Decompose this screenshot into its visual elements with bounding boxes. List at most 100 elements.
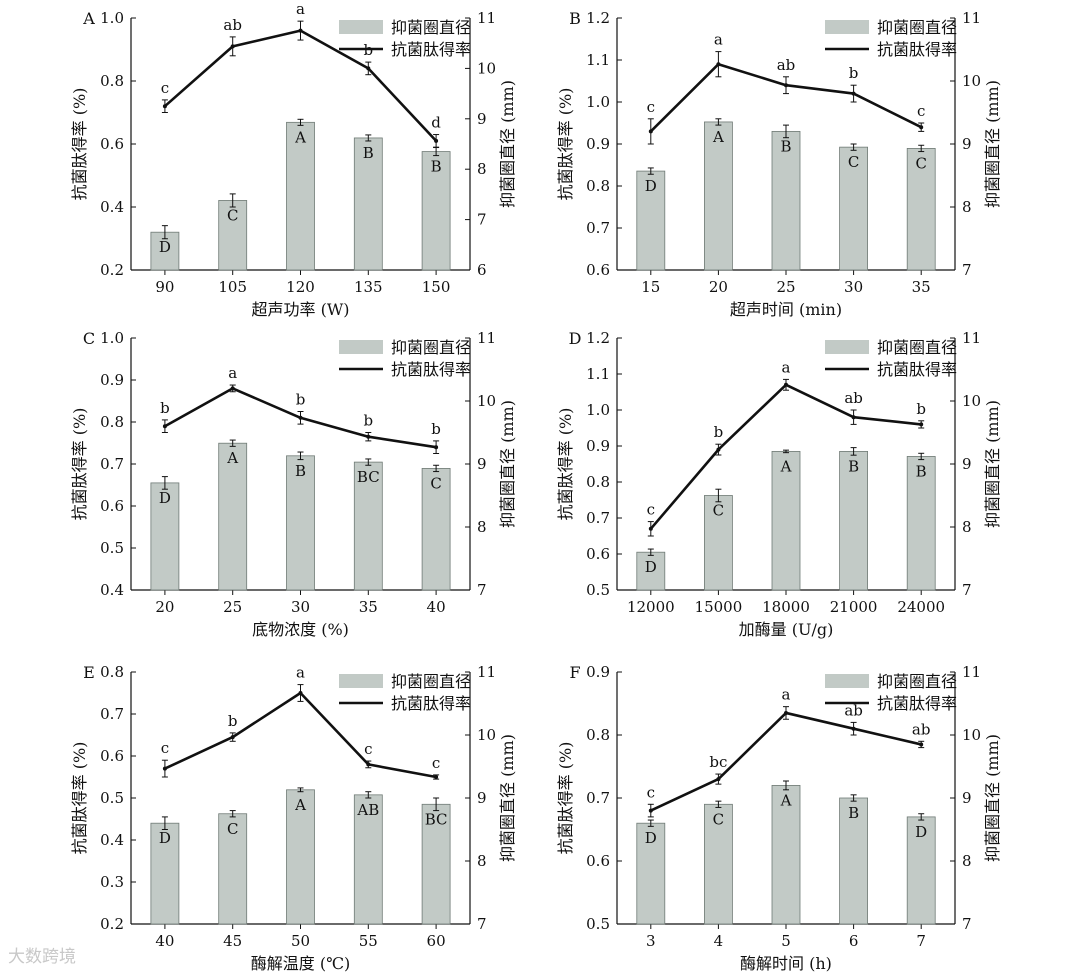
line-point xyxy=(230,386,235,391)
line-significance-label: bc xyxy=(709,753,727,771)
chart-panel-f: 0.5 0.6 0.7 0.8 0.9 7 8 9 10 11 3 4 5 6 7 F 酶解时间 (h) 抗菌肽得… xyxy=(556,663,1002,973)
line-point xyxy=(434,775,439,779)
bar-significance-label: B xyxy=(916,462,927,480)
x-tick-label: 40 xyxy=(427,598,446,616)
right-tick-label: 7 xyxy=(477,915,487,933)
line-significance-label: ab xyxy=(777,56,796,74)
line-significance-label: a xyxy=(228,364,237,382)
x-tick-label: 25 xyxy=(776,278,795,296)
left-tick-label: 0.7 xyxy=(100,705,124,723)
x-tick-label: 3 xyxy=(646,932,656,950)
bar-significance-label: B xyxy=(431,158,442,176)
x-tick-label: 60 xyxy=(427,932,446,950)
left-axis-title: 抗菌肽得率 (%) xyxy=(70,742,89,855)
left-tick-label: 1.2 xyxy=(586,9,610,27)
x-axis-title: 酶解时间 (h) xyxy=(740,954,832,973)
legend-bar-label: 抑菌圈直径 xyxy=(391,18,471,37)
left-tick-label: 1.0 xyxy=(100,9,124,27)
left-axis-title: 抗菌肽得率 (%) xyxy=(556,88,575,201)
right-tick-label: 11 xyxy=(962,663,981,681)
bar xyxy=(704,121,733,271)
panel-label: D xyxy=(569,329,582,348)
bar-significance-label: B xyxy=(848,457,859,475)
legend-bar-label: 抑菌圈直径 xyxy=(877,18,957,37)
bar-significance-label: B xyxy=(363,144,374,162)
line-point xyxy=(230,44,235,49)
bar xyxy=(353,461,383,591)
line-point xyxy=(162,104,167,109)
x-tick-label: 50 xyxy=(291,932,310,950)
x-tick-label: 5 xyxy=(781,932,791,950)
bar-significance-label: A xyxy=(780,457,792,475)
line-point xyxy=(366,66,371,71)
bar-significance-label: BC xyxy=(357,468,380,486)
bar-significance-label: D xyxy=(159,238,171,256)
bar xyxy=(839,146,868,271)
bar xyxy=(771,130,801,271)
right-tick-label: 9 xyxy=(477,789,487,807)
bar-significance-label: B xyxy=(848,804,859,822)
x-axis-title: 超声时间 (min) xyxy=(730,300,842,319)
right-tick-label: 9 xyxy=(477,455,487,473)
left-tick-label: 0.8 xyxy=(100,413,124,431)
line-point xyxy=(784,710,788,715)
x-axis-title: 酶解温度 (℃) xyxy=(251,954,350,973)
line-point xyxy=(784,83,788,88)
bar-significance-label: A xyxy=(294,796,306,814)
line-point xyxy=(648,526,653,531)
x-tick-label: 90 xyxy=(155,278,174,296)
left-tick-label: 0.9 xyxy=(100,371,124,389)
line-significance-label: c xyxy=(647,98,655,116)
line-significance-label: c xyxy=(161,739,169,757)
panel-label: B xyxy=(569,9,581,28)
line-significance-label: c xyxy=(432,754,440,772)
legend-bar-swatch xyxy=(825,340,869,354)
left-tick-label: 0.4 xyxy=(100,831,124,849)
bar xyxy=(704,803,733,925)
line-point xyxy=(366,434,371,439)
right-axis-title: 抑菌圈直径 (mm) xyxy=(498,80,517,208)
left-tick-label: 0.5 xyxy=(586,915,610,933)
bar xyxy=(218,442,248,591)
left-tick-label: 0.6 xyxy=(100,747,124,765)
bar xyxy=(286,789,315,925)
right-tick-label: 8 xyxy=(477,852,487,870)
right-tick-label: 7 xyxy=(962,581,972,599)
legend-line-label: 抗菌肽得率 xyxy=(877,40,957,59)
line-point xyxy=(298,28,303,33)
line-point xyxy=(851,91,856,96)
line-point xyxy=(434,445,439,450)
line-point xyxy=(851,415,856,420)
bar-significance-label: D xyxy=(159,489,171,507)
line-point xyxy=(230,735,235,740)
bar xyxy=(771,785,801,925)
x-tick-label: 45 xyxy=(223,932,242,950)
bar xyxy=(839,450,868,591)
left-tick-label: 1.1 xyxy=(586,51,610,69)
bar-significance-label: C xyxy=(227,820,238,838)
bar-significance-label: C xyxy=(915,154,926,172)
x-tick-label: 150 xyxy=(422,278,451,296)
bar xyxy=(636,822,666,925)
panel-label: C xyxy=(83,329,95,348)
bar-significance-label: C xyxy=(848,153,859,171)
left-tick-label: 0.7 xyxy=(586,219,610,237)
chart-panel-e: 0.2 0.3 0.4 0.5 0.6 0.7 0.8 7 8 9 10 11 40 45 50 55 60 E 酶… xyxy=(70,663,517,973)
bar-significance-label: C xyxy=(430,474,441,492)
right-axis-title: 抑菌圈直径 (mm) xyxy=(983,400,1002,528)
legend-line-label: 抗菌肽得率 xyxy=(877,694,957,713)
line-point xyxy=(366,762,371,767)
line-significance-label: b xyxy=(228,712,238,730)
right-tick-label: 9 xyxy=(962,135,972,153)
legend-bar-label: 抑菌圈直径 xyxy=(877,338,957,357)
x-axis-title: 超声功率 (W) xyxy=(251,300,349,319)
left-tick-label: 0.6 xyxy=(586,261,610,279)
left-tick-label: 0.2 xyxy=(100,915,124,933)
right-axis-title: 抑菌圈直径 (mm) xyxy=(983,80,1002,208)
bar xyxy=(421,803,451,925)
bar xyxy=(771,450,801,591)
panel-label: E xyxy=(83,663,95,682)
right-tick-label: 8 xyxy=(962,198,972,216)
right-tick-label: 10 xyxy=(962,72,981,90)
right-axis-title: 抑菌圈直径 (mm) xyxy=(498,400,517,528)
